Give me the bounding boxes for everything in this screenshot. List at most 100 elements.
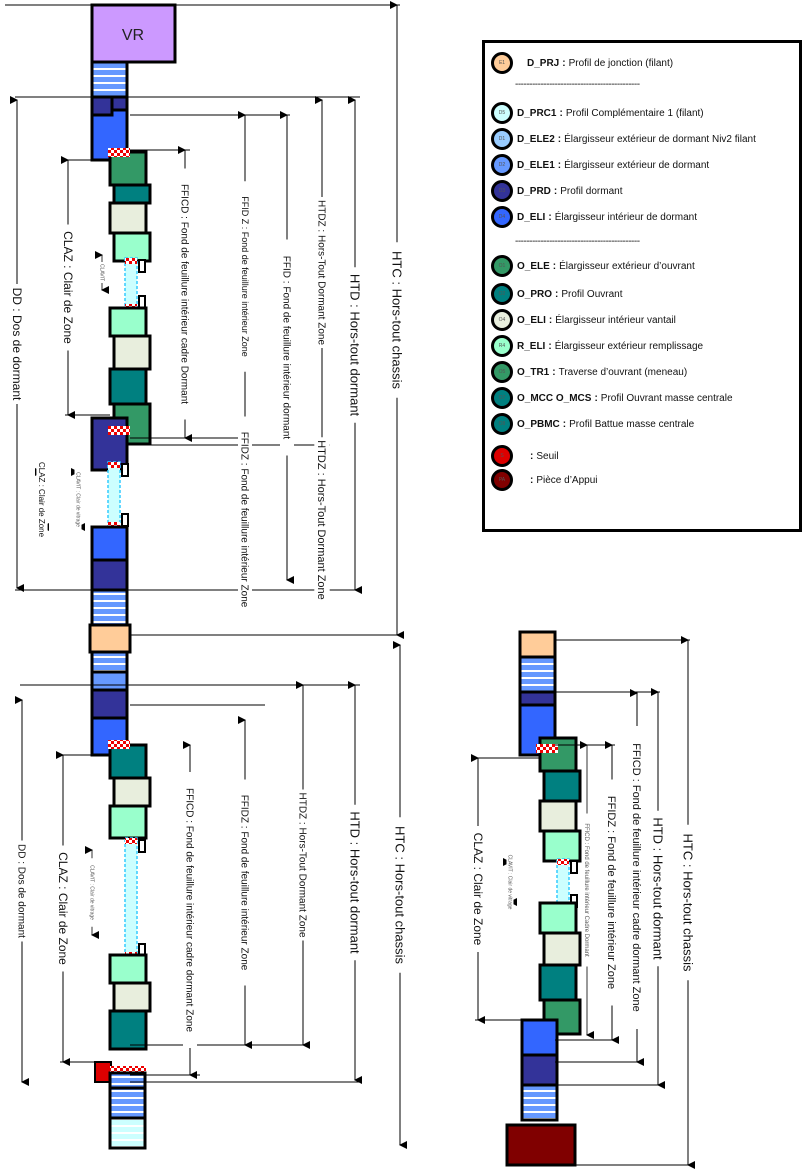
legend-badge-icon: O1	[491, 255, 513, 277]
legend-item: O5 O_TR1: Traverse d’ouvrant (meneau)	[491, 361, 687, 383]
piece-appui-profile	[505, 1123, 577, 1167]
dimension-label: CLAVIT : Clair de vitrage	[506, 855, 512, 910]
d-ele2-profile	[108, 1086, 147, 1120]
o-eli-profile	[108, 201, 148, 235]
legend-colon: :	[557, 159, 562, 171]
dimension-right-htd: HTD : Hors-tout dormant	[648, 688, 668, 1089]
label-background	[8, 284, 26, 404]
dimension-top-claz: CLAZ : Clair de Zone	[59, 156, 77, 419]
dimension-label: FFICD : Fond de feuillure intérieur Cadr…	[583, 823, 589, 957]
d-prd-profile	[90, 688, 129, 722]
label-background	[604, 779, 620, 1006]
d-prd-profile	[90, 558, 129, 592]
legend-badge-icon: O2	[491, 283, 513, 305]
bead	[121, 463, 129, 477]
gasket-hatch	[125, 838, 137, 844]
legend-badge-icon: D3	[491, 180, 513, 202]
bead	[138, 259, 146, 273]
legend-desc: Profil Complémentaire 1 (filant)	[565, 107, 704, 119]
gasket-hatch	[108, 522, 120, 528]
legend-code: O_MCC O_MCS	[517, 392, 592, 404]
bead	[121, 513, 129, 527]
label-background	[36, 456, 48, 543]
o-pro-profile	[542, 769, 582, 803]
legend-desc: Profil dormant	[560, 185, 623, 197]
legend-code: D_ELE2	[517, 133, 555, 145]
legend-item: O4 O_ELI: Élargisseur intérieur vantail	[491, 309, 676, 331]
legend-item: E1 D_PRJ: Profil de jonction (filant)	[491, 52, 673, 74]
label-background	[238, 416, 252, 623]
dimension-label: FFICD : Fond de feuillure intérieur cadr…	[179, 184, 190, 404]
dimension-top-clavit: CLAVIT	[95, 251, 109, 294]
d-ele2-profile	[90, 650, 129, 674]
d-prj-profile	[88, 623, 132, 654]
vr-box: VR	[90, 3, 177, 64]
legend-item: O1 O_ELE: Élargisseur extérieur d’ouvrant	[491, 255, 695, 277]
o-pro-profile	[108, 1009, 148, 1051]
d-ele2-profile	[518, 655, 557, 694]
legend-item: D5 D_PRC1: Profil Complémentaire 1 (filant…	[491, 102, 704, 124]
legend-desc: Élargisseur extérieur de dormant	[564, 159, 710, 171]
vr-label: VR	[122, 27, 144, 44]
legend-desc: Seuil	[536, 450, 559, 462]
label-background	[178, 168, 192, 420]
d-ele2-profile	[90, 60, 129, 99]
dimension-label: FFIDZ : Fond de feuillure intérieur Zone	[239, 795, 250, 971]
bead	[570, 860, 578, 874]
r-eli-profile	[538, 901, 578, 935]
dimension-middle-ffidz: FFIDZ : Fond de feuillure intérieur Zone	[238, 716, 252, 1049]
legend-colon: :	[594, 392, 598, 404]
dimension-label: HTD : Hors-tout dormant	[650, 817, 665, 960]
legend-desc: Élargisseur intérieur de dormant	[554, 211, 697, 223]
dimension-top-ffidz2: FFIDZ : Fond de feuillure intérieur Zone	[238, 416, 252, 623]
legend-desc: Élargisseur extérieur de dormant Niv2 fi…	[564, 133, 756, 145]
legend-desc: Profil Ouvrant masse centrale	[600, 392, 733, 404]
label-background	[296, 789, 310, 941]
d-prd-profile	[520, 1053, 559, 1087]
legend-colon: :	[552, 366, 556, 378]
legend-colon: :	[530, 450, 534, 462]
o-eli-profile	[112, 981, 152, 1013]
legend-code: D_ELI	[517, 211, 546, 223]
dimension-middle-dd: DD : Dos de dormant	[14, 696, 29, 1086]
dimension-middle-htdz: HTDZ : Hors-Tout Dormant Zone	[296, 681, 310, 1049]
dimension-label: FFICD : Fond de feuillure intérieur cadr…	[630, 743, 642, 1011]
label-background	[390, 817, 410, 973]
dimension-label: HTC : Hors-tout chassis	[389, 251, 404, 389]
legend-code: D_ELE1	[517, 159, 555, 171]
bead	[138, 839, 146, 853]
o-eli-profile	[112, 776, 152, 808]
dimension-label: CLAZ : Clair de Zone	[471, 833, 485, 946]
o-eli-profile	[538, 799, 578, 833]
bead	[138, 295, 146, 309]
label-background	[238, 779, 252, 986]
label-background	[314, 437, 330, 603]
dimensions-layer: HTC : Hors-tout chassis HTD : Hors-tout d…	[5, 1, 698, 1169]
legend-colon: :	[562, 57, 566, 69]
legend-badge-icon: D4	[491, 206, 513, 228]
legend-item: D4 D_ELI: Élargisseur intérieur de dormant	[491, 206, 697, 228]
dimension-top-clavit2: CLAVIT : Clair de vitrage	[71, 465, 85, 534]
label-background	[54, 845, 72, 972]
dimension-right-htc: HTC : Hors-tout chassis	[678, 636, 698, 1169]
legend-badge-icon: O8	[491, 413, 513, 435]
legend-colon: :	[548, 340, 552, 352]
dimension-top-htc: HTC : Hors-tout chassis	[387, 1, 407, 639]
o-pro-profile	[108, 743, 148, 780]
legend-badge-icon: D2	[491, 154, 513, 176]
dimension-label: CLAVIT : Clair de vitrage	[88, 865, 94, 920]
dimension-top-ffidz: FFID Z : Fond de feuillure intérieur Zon…	[238, 111, 252, 442]
legend-item: PA: Pièce d’Appui	[491, 469, 598, 491]
legend-badge-icon: S	[491, 445, 513, 467]
d-eli-profile	[90, 525, 129, 562]
label-background	[59, 224, 77, 351]
r-eli-profile	[112, 231, 152, 263]
d-prd-profile	[90, 416, 129, 472]
legend-code: D_PRJ	[527, 57, 560, 69]
dimension-top-htdz2: HTDZ : Hors-Tout Dormant Zone	[314, 437, 330, 603]
dimension-middle-htd: HTD : Hors-tout dormant	[345, 681, 365, 1084]
gasket-hatch	[108, 426, 130, 435]
label-background	[648, 810, 668, 967]
legend-badge-icon: O4	[491, 309, 513, 331]
gasket-hatch	[557, 859, 569, 865]
